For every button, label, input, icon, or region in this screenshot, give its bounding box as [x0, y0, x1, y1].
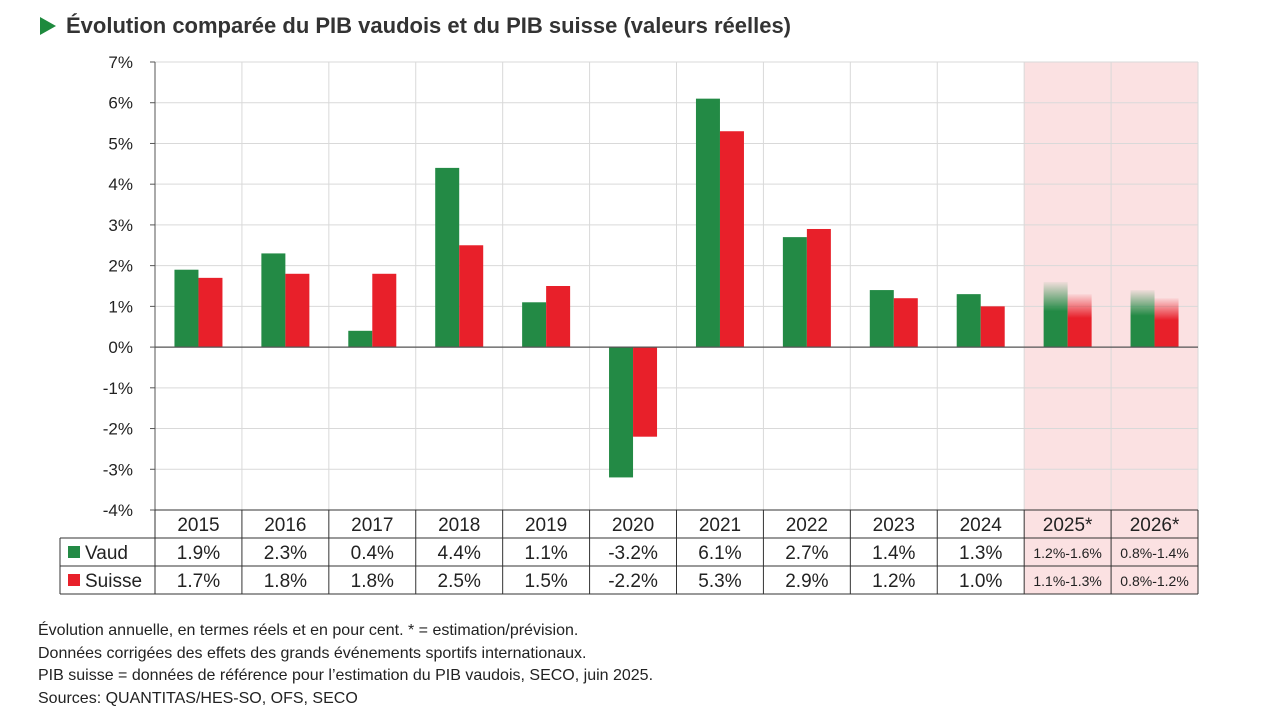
x-tick-label: 2016	[264, 515, 306, 536]
x-tick-label: 2021	[699, 515, 741, 536]
y-tick-label: -1%	[103, 379, 133, 398]
data-label: 5.3%	[698, 571, 741, 592]
bar-vaud	[609, 347, 634, 478]
chart-notes: Évolution annuelle, en termes réels et e…	[38, 620, 653, 710]
data-label: 1.1%	[524, 543, 567, 564]
y-tick-label: -3%	[103, 460, 133, 479]
bar-vaud	[522, 302, 547, 348]
note-line: Évolution annuelle, en termes réels et e…	[38, 622, 579, 639]
legend-label-suisse: Suisse	[85, 571, 142, 592]
bar-suisse	[198, 277, 223, 348]
bar-vaud	[1130, 290, 1155, 348]
bar-vaud	[695, 98, 720, 348]
y-tick-label: 6%	[108, 94, 133, 113]
bar-vaud	[348, 330, 373, 348]
data-label: 0.8%-1.2%	[1120, 573, 1188, 589]
y-tick-label: 4%	[108, 175, 133, 194]
data-label: 1.0%	[959, 571, 1002, 592]
y-tick-label: -2%	[103, 420, 133, 439]
x-tick-label: 2019	[525, 515, 567, 536]
x-tick-label: 2017	[351, 515, 393, 536]
bar-vaud	[435, 167, 460, 348]
bar-suisse	[806, 228, 831, 348]
bar-suisse	[285, 273, 310, 348]
bar-vaud	[782, 237, 807, 348]
x-tick-label: 2022	[786, 515, 828, 536]
data-label: 1.5%	[524, 571, 567, 592]
data-label: 4.4%	[438, 543, 481, 564]
bar-vaud	[261, 253, 286, 348]
y-tick-label: 1%	[108, 297, 133, 316]
y-tick-label: 2%	[108, 257, 133, 276]
data-label: 2.7%	[785, 543, 828, 564]
bar-suisse	[633, 347, 658, 437]
legend-swatch-suisse	[68, 574, 80, 586]
bar-suisse	[372, 273, 397, 348]
x-tick-label: 2025*	[1043, 515, 1093, 536]
x-tick-label: 2023	[873, 515, 915, 536]
data-label: 1.9%	[177, 543, 220, 564]
chart-title: Évolution comparée du PIB vaudois et du …	[40, 12, 791, 40]
bar-suisse	[459, 245, 484, 348]
y-tick-label: -4%	[103, 501, 133, 520]
data-label: 1.1%-1.3%	[1033, 573, 1101, 589]
data-label: 1.2%-1.6%	[1033, 545, 1101, 561]
chart-title-text: Évolution comparée du PIB vaudois et du …	[66, 13, 792, 38]
bar-suisse	[893, 298, 918, 348]
data-label: 0.8%-1.4%	[1120, 545, 1188, 561]
y-tick-label: 0%	[108, 338, 133, 357]
x-tick-label: 2026*	[1130, 515, 1180, 536]
y-tick-label: 5%	[108, 134, 133, 153]
bar-suisse	[1154, 298, 1179, 348]
bar-vaud	[1043, 281, 1068, 348]
x-tick-label: 2018	[438, 515, 480, 536]
legend-label-vaud: Vaud	[85, 543, 128, 564]
data-label: -2.2%	[608, 571, 658, 592]
data-label: 1.4%	[872, 543, 915, 564]
data-label: 0.4%	[351, 543, 394, 564]
data-label: -3.2%	[608, 543, 658, 564]
note-line: Sources: QUANTITAS/HES-SO, OFS, SECO	[38, 689, 358, 707]
data-label: 2.3%	[264, 543, 307, 564]
data-label: 1.8%	[351, 571, 394, 592]
x-tick-label: 2024	[960, 515, 1003, 536]
bar-vaud	[956, 294, 981, 348]
data-label: 1.2%	[872, 571, 915, 592]
x-tick-label: 2015	[177, 515, 219, 536]
legend-swatch-vaud	[68, 546, 80, 558]
data-label: 1.7%	[177, 571, 220, 592]
y-tick-label: 3%	[108, 216, 133, 235]
bar-suisse	[1067, 294, 1092, 348]
bar-chart: 7% 6% 5% 4% 3% 2% 1% 0% -1% -2% -3% -4% 2015 2016 201…	[59, 53, 1199, 595]
bar-suisse	[719, 131, 744, 348]
title-triangle-icon	[40, 17, 56, 35]
bar-vaud	[174, 269, 199, 348]
data-label: 1.3%	[959, 543, 1002, 564]
data-label: 1.8%	[264, 571, 307, 592]
x-tick-label: 2020	[612, 515, 654, 536]
note-line: Données corrigées des effets des grands …	[38, 644, 587, 662]
data-label: 2.9%	[785, 571, 828, 592]
y-tick-label: 7%	[108, 53, 133, 72]
note-line: PIB suisse = données de référence pour l…	[38, 667, 654, 684]
bar-vaud	[869, 290, 894, 348]
bar-suisse	[546, 286, 571, 348]
data-label: 2.5%	[438, 571, 481, 592]
bar-suisse	[980, 306, 1005, 348]
data-label: 6.1%	[698, 543, 741, 564]
